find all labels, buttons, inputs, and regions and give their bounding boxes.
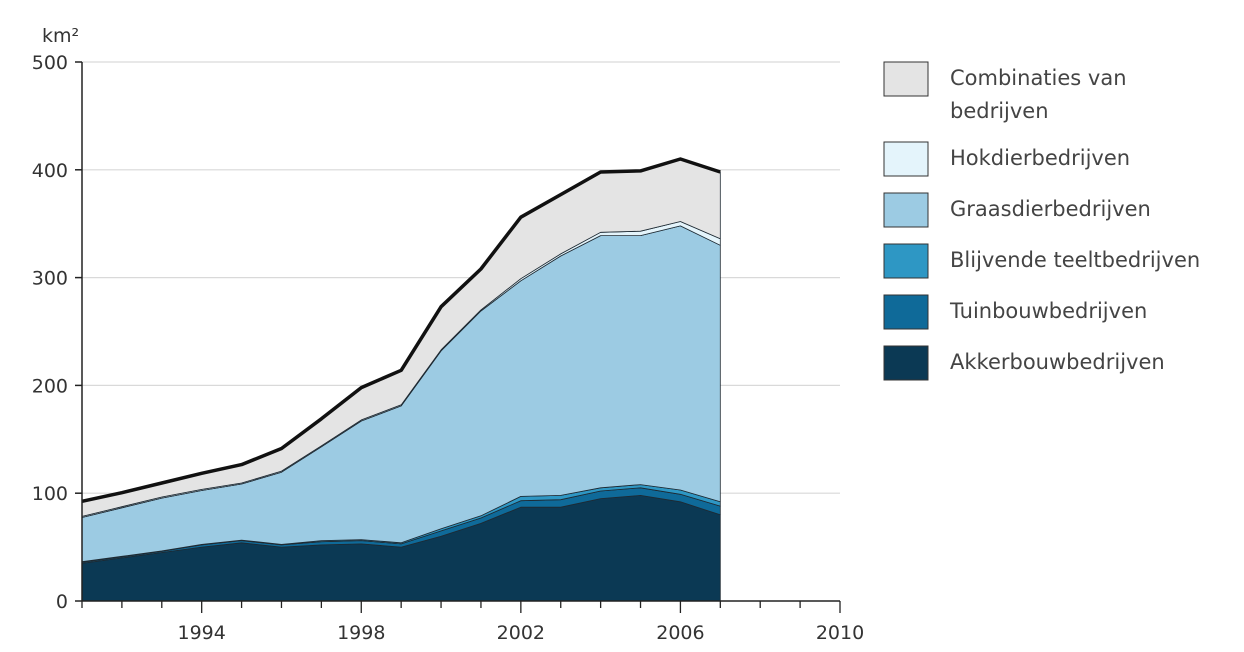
legend-item: Akkerbouwbedrijven bbox=[883, 345, 1165, 381]
y-tick-label: 200 bbox=[32, 375, 68, 397]
y-tick-label: 100 bbox=[32, 483, 68, 505]
legend-swatch bbox=[883, 141, 929, 177]
legend-swatch bbox=[883, 294, 929, 330]
y-tick-label: 300 bbox=[32, 268, 68, 290]
x-tick-label: 1998 bbox=[337, 622, 385, 644]
legend-swatch bbox=[883, 243, 929, 279]
legend-label: Combinaties van bedrijven bbox=[950, 66, 1127, 123]
x-tick-label: 2006 bbox=[656, 622, 704, 644]
legend: Combinaties van bedrijven Hokdierbedrijven… bbox=[883, 61, 1200, 381]
x-tick-label: 1994 bbox=[178, 622, 226, 644]
area-series bbox=[81, 157, 721, 602]
total-outline bbox=[81, 157, 721, 504]
legend-swatch bbox=[883, 192, 929, 228]
legend-label: Blijvende teeltbedrijven bbox=[950, 248, 1200, 272]
legend-swatch bbox=[883, 61, 929, 97]
legend-item: Hokdierbedrijven bbox=[883, 141, 1130, 177]
y-tick-label: 400 bbox=[32, 160, 68, 182]
x-tick-label: 2002 bbox=[497, 622, 545, 644]
y-tick-label: 500 bbox=[32, 52, 68, 74]
legend-item: Graasdierbedrijven bbox=[883, 192, 1151, 228]
legend-item: Tuinbouwbedrijven bbox=[883, 294, 1147, 330]
legend-label: Akkerbouwbedrijven bbox=[950, 350, 1165, 374]
legend-item: Combinaties van bedrijven bbox=[883, 61, 1127, 123]
y-tick-label: 0 bbox=[56, 591, 68, 613]
y-axis-unit-label: km² bbox=[42, 25, 79, 47]
legend-swatch bbox=[883, 345, 929, 381]
axes: km² 0 100 200 300 400 500 1994 1998 2002 2006 2010 bbox=[32, 25, 864, 644]
legend-label: Hokdierbedrijven bbox=[950, 146, 1130, 170]
legend-item: Blijvende teeltbedrijven bbox=[883, 243, 1200, 279]
x-tick-label: 2010 bbox=[816, 622, 864, 644]
legend-label: Tuinbouwbedrijven bbox=[949, 299, 1147, 323]
legend-label: Graasdierbedrijven bbox=[950, 197, 1151, 221]
